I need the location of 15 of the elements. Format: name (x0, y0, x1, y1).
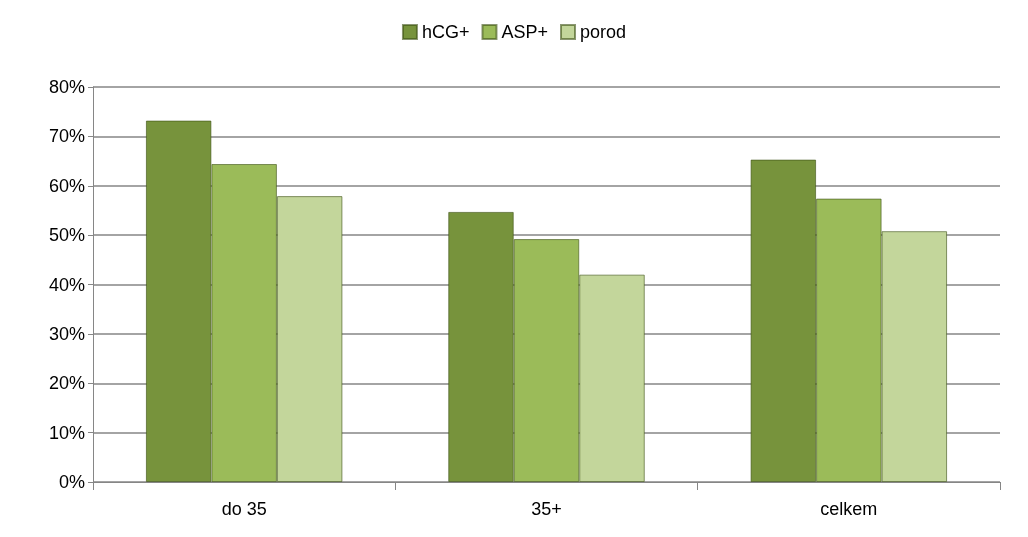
y-tick-label: 60% (48, 175, 85, 196)
y-tick-label: 80% (48, 77, 85, 97)
x-tick-label: celkem (820, 499, 878, 519)
x-tick-label: do 35 (221, 499, 267, 519)
y-tick-label: 40% (48, 274, 85, 295)
y-tick-label: 50% (48, 225, 85, 246)
y-tick-label: 70% (48, 126, 85, 147)
y-tick-label: 30% (48, 323, 85, 344)
legend-label: porod (580, 22, 627, 42)
legend-label: ASP+ (501, 22, 549, 42)
y-tick-label: 20% (48, 373, 85, 394)
x-tick-label: 35+ (531, 499, 562, 519)
y-tick-label: 10% (48, 422, 85, 443)
legend-label: hCG+ (421, 22, 470, 42)
y-tick-label: 0% (58, 472, 85, 492)
